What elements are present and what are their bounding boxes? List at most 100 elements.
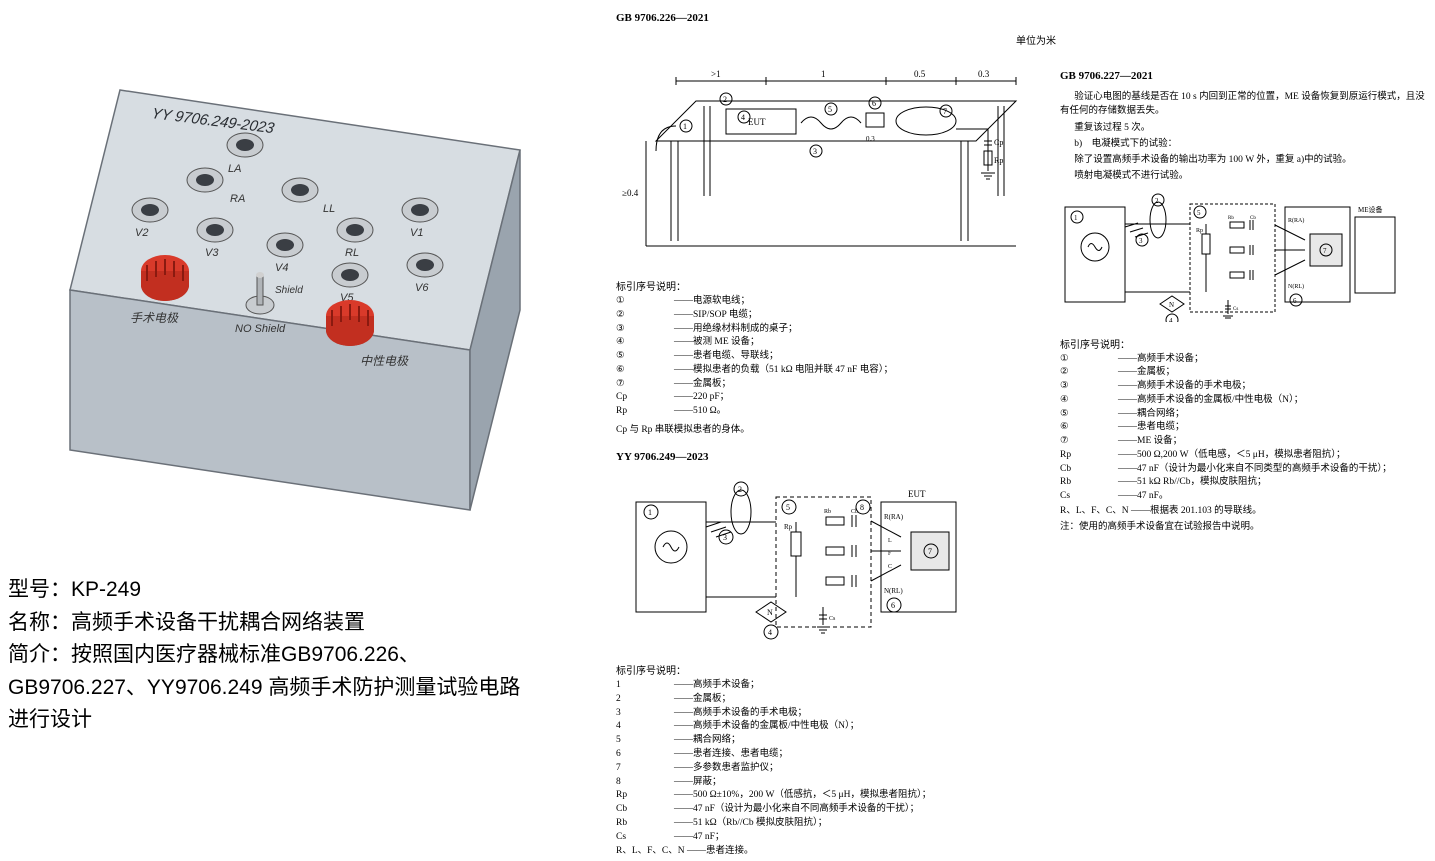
legend-row: ⑥——患者电缆； [1060,421,1430,435]
legend-row: ⑤——患者电缆、导联线； [616,350,1056,364]
desc-line2: GB9706.227、YY9706.249 高频手术防护测量试验电路 [8,672,520,705]
svg-text:7: 7 [1323,247,1327,255]
svg-text:Rp: Rp [994,156,1003,165]
svg-text:5: 5 [828,105,832,114]
legend-row: ③——用绝缘材料制成的桌子； [616,323,1056,337]
svg-text:ME设备: ME设备 [1358,205,1383,214]
svg-text:3: 3 [1139,237,1143,245]
svg-text:6: 6 [1293,297,1297,305]
svg-text:4: 4 [1169,317,1173,322]
legend-row: ③——高频手术设备的手术电极； [1060,380,1430,394]
svg-text:L: L [888,538,892,544]
svg-text:F: F [888,551,892,557]
svg-text:V4: V4 [275,262,288,274]
svg-text:1: 1 [1074,214,1078,222]
std-gb226: GB 9706.226—2021 [616,12,1056,24]
legend-row: ④——高频手术设备的金属板/中性电极（N）； [1060,394,1430,408]
gb227-schematic: 1 2 N 3 4 5 Rp RbCb Cs 7 R(RA) N(RL) [1060,192,1400,322]
svg-text:N: N [767,608,773,617]
svg-text:手术电极: 手术电极 [130,311,179,325]
std-gb227: GB 9706.227—2021 [1060,70,1430,82]
name-value: 高频手术设备干扰耦合网络装置 [71,611,365,634]
desc-label: 简介： [8,643,71,666]
legend-row: ②——金属板； [1060,366,1430,380]
svg-text:N(RL): N(RL) [1288,283,1304,290]
legend-row: Rb——51 kΩ（Rb//Cb 模拟皮肤阻抗）； [616,817,1056,831]
legend-row: Cb——47 nF（设计为最小化来自不同高频手术设备的干扰）； [616,803,1056,817]
svg-text:EUT: EUT [748,117,766,127]
legend-row: Rp——500 Ω,200 W（低电感，＜5 μH，模拟患者阻抗）； [1060,449,1430,463]
unit-label: 单位为米 [616,32,1056,47]
std-yy249: YY 9706.249—2023 [616,451,1056,463]
svg-text:5: 5 [786,503,790,512]
model-label: 型号： [8,578,71,601]
svg-text:1: 1 [821,69,826,79]
svg-text:5: 5 [1197,209,1201,217]
device-3d-render: YY 9706.249-2023 LA RA LL V2 V3 V4 RL V1… [30,30,590,550]
svg-text:LA: LA [228,163,241,175]
table-setup-diagram: EUT 4 1 2 3 5 6 7 Cp Rp [616,51,1036,261]
svg-text:RA: RA [230,193,245,205]
legend-row: ⑦——ME 设备； [1060,435,1430,449]
svg-text:≥0.4: ≥0.4 [622,188,639,198]
svg-text:Rb: Rb [824,509,831,515]
svg-text:Shield: Shield [275,285,303,296]
r-legend-tail2: 注：使用的高频手术设备宜在试验报告中说明。 [1060,520,1430,534]
yy249-schematic: 1 2 N 3 4 5 Rp Rb Cb Cs [626,477,966,647]
legend-row: Cs——47 nF。 [1060,490,1430,504]
svg-text:中性电极: 中性电极 [360,354,409,368]
svg-text:Cs: Cs [829,616,836,622]
r-para1: 验证心电图的基线是否在 10 s 内回到正常的位置，ME 设备恢复到原运行模式，… [1060,90,1430,119]
svg-text:0.5: 0.5 [914,69,926,79]
legend-row: ⑥——模拟患者的负载（51 kΩ 电阻并联 47 nF 电容）； [616,364,1056,378]
svg-text:C: C [888,564,892,570]
svg-text:0.3: 0.3 [866,135,875,143]
r-legend-list: ①——高频手术设备；②——金属板；③——高频手术设备的手术电极；④——高频手术设… [1060,353,1430,504]
svg-text:3: 3 [723,533,727,542]
legend2-tail: R、L、F、C、N ——患者连接。 [616,844,1056,858]
svg-text:R(RA): R(RA) [1288,217,1304,224]
svg-text:Rp: Rp [784,523,793,531]
svg-text:2: 2 [723,95,727,104]
product-info: 型号：KP-249 名称：高频手术设备干扰耦合网络装置 简介：按照国内医疗器械标… [8,574,520,737]
svg-text:6: 6 [891,601,895,610]
svg-text:RL: RL [345,247,359,259]
svg-text:3: 3 [813,147,817,156]
legend-row: Cp——220 pF； [616,391,1056,405]
legend1-title: 标引序号说明： [616,278,1056,293]
left-red-knob [141,255,189,301]
svg-text:7: 7 [943,107,947,116]
svg-text:6: 6 [872,99,876,108]
svg-text:2: 2 [1155,197,1159,205]
desc-line3: 进行设计 [8,704,520,737]
legend-row: ①——高频手术设备； [1060,353,1430,367]
svg-text:4: 4 [741,113,745,122]
svg-text:8: 8 [860,503,864,512]
legend-row: 2——金属板； [616,693,1056,707]
legend2-list: 1——高频手术设备；2——金属板；3——高频手术设备的手术电极；4——高频手术设… [616,679,1056,844]
svg-text:1: 1 [683,122,687,131]
legend-row: Rp——510 Ω。 [616,405,1056,419]
legend-row: 4——高频手术设备的金属板/中性电极（N）； [616,720,1056,734]
legend2-title: 标引序号说明： [616,662,1056,677]
legend-row: 6——患者连接、患者电缆； [616,748,1056,762]
r-para3: b) 电凝模式下的试验： [1060,137,1430,151]
svg-text:V2: V2 [135,227,148,239]
desc-line1: 按照国内医疗器械标准GB9706.226、 [71,643,420,666]
r-para2: 重复该过程 5 次。 [1060,121,1430,135]
r-legend-title: 标引序号说明： [1060,336,1430,351]
legend-row: 8——屏蔽； [616,776,1056,790]
legend-row: 7——多参数患者监护仪； [616,762,1056,776]
legend-row: ⑤——耦合网络； [1060,408,1430,422]
svg-text:V6: V6 [415,282,429,294]
legend1-list: ①——电源软电线；②——SIP/SOP 电缆；③——用绝缘材料制成的桌子；④——… [616,295,1056,419]
middle-column: GB 9706.226—2021 单位为米 EUT 4 1 2 3 [616,12,1056,861]
svg-text:Cs: Cs [1233,307,1238,312]
legend-row: ①——电源软电线； [616,295,1056,309]
legend-row: ②——SIP/SOP 电缆； [616,309,1056,323]
svg-text:V1: V1 [410,227,423,239]
svg-text:Cb: Cb [1250,216,1256,221]
svg-text:EUT: EUT [908,489,926,499]
r-para4: 除了设置高频手术设备的输出功率为 100 W 外，重复 a)中的试验。 [1060,153,1430,167]
legend1-tail: Cp 与 Rp 串联模拟患者的身体。 [616,423,1056,437]
